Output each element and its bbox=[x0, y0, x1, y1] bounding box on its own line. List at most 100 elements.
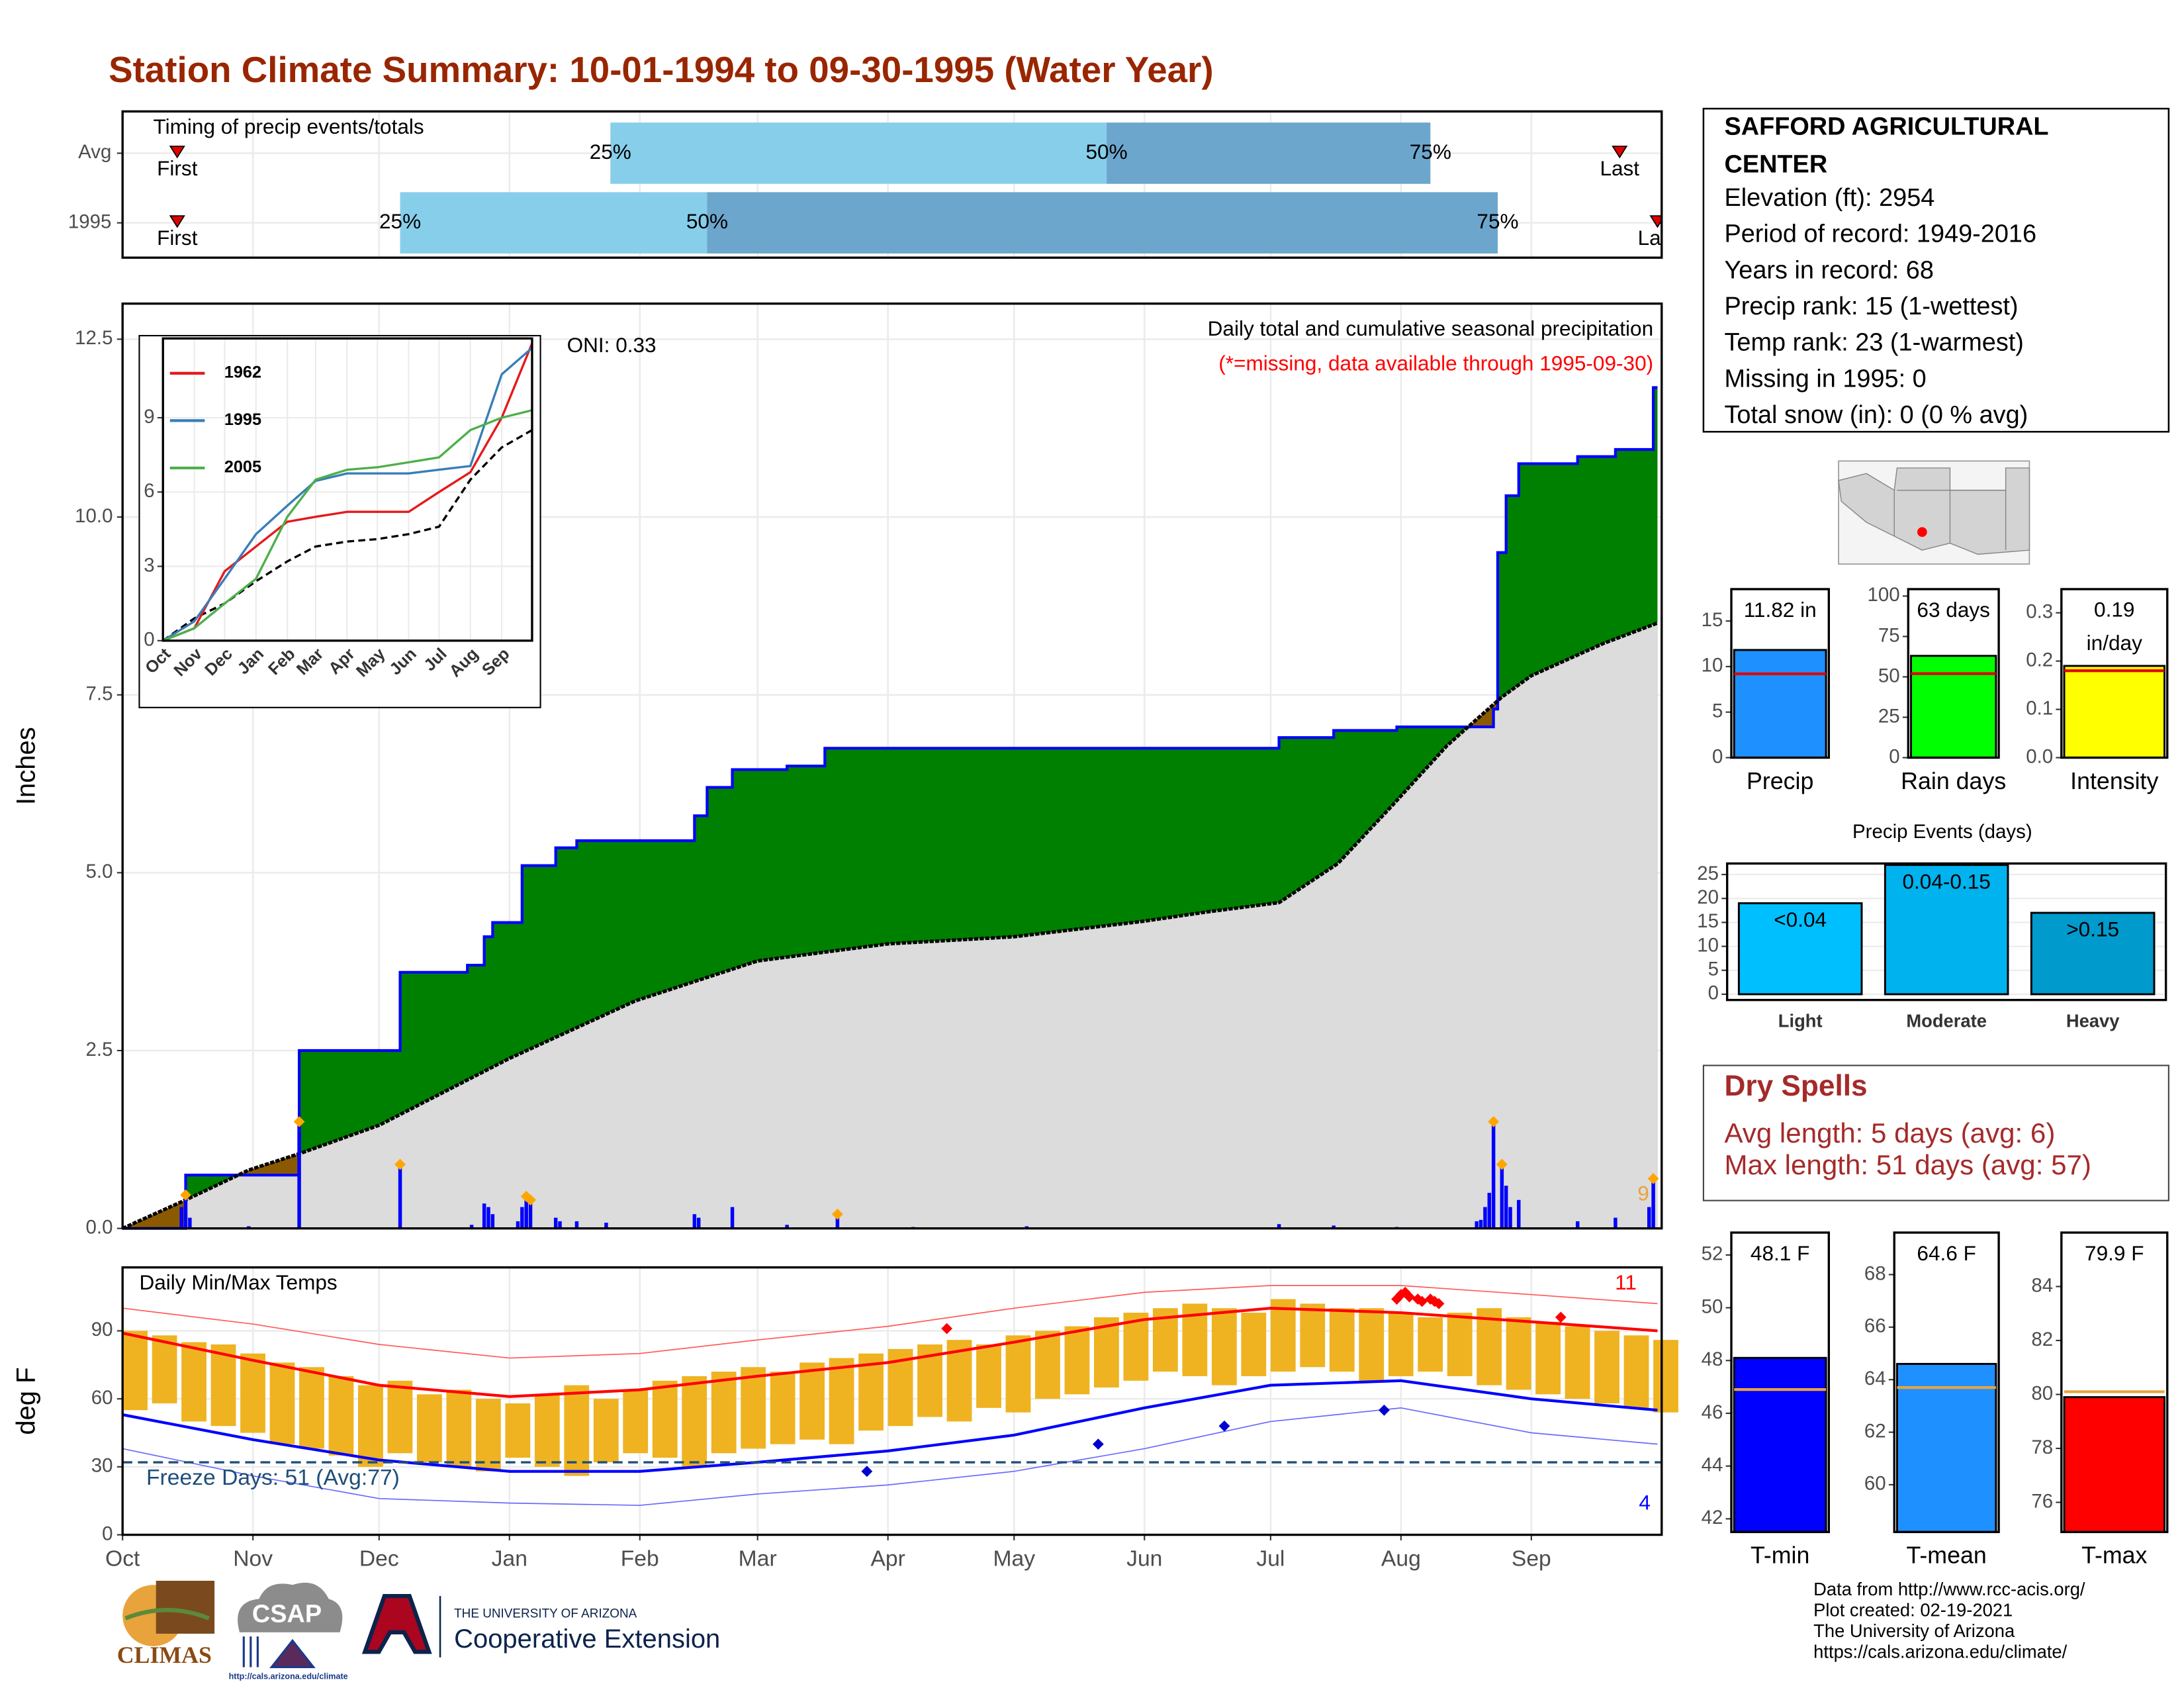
y-tick-label: 20 bbox=[1697, 886, 1719, 908]
daily-bar bbox=[469, 1225, 474, 1229]
percentile-label: 25% bbox=[379, 209, 421, 233]
temp-range-bar bbox=[446, 1389, 472, 1467]
y-tick-label: 25 bbox=[1878, 705, 1900, 727]
chart-title: Precip Events (days) bbox=[1852, 821, 2032, 843]
panel-border bbox=[1907, 588, 2000, 759]
info-line: Period of record: 1949-2016 bbox=[1724, 220, 2036, 248]
y-axis-title: deg F bbox=[12, 1367, 41, 1434]
daily-bar bbox=[1487, 1192, 1492, 1229]
info-line: Total snow (in): 0 (0 % avg) bbox=[1724, 401, 2028, 429]
y-tick-label: 62 bbox=[1864, 1420, 1886, 1442]
x-tick-label: Jan bbox=[492, 1546, 527, 1571]
y-tick-label: 46 bbox=[1702, 1401, 1723, 1423]
temp-range-bar bbox=[181, 1342, 206, 1422]
daily-bar bbox=[604, 1223, 608, 1229]
y-tick-label: 3 bbox=[144, 554, 154, 576]
panel-border bbox=[1730, 588, 1831, 759]
daily-bar bbox=[516, 1221, 520, 1229]
panel-border bbox=[121, 302, 1663, 1230]
chart-title: Daily Min/Max Temps bbox=[139, 1270, 337, 1294]
row-label: 1995 bbox=[68, 211, 112, 232]
info-line: Years in record: 68 bbox=[1724, 256, 1933, 284]
y-tick-label: 10.0 bbox=[75, 505, 113, 527]
y-tick-label: 10 bbox=[1702, 655, 1723, 677]
temp-range-bar bbox=[1241, 1313, 1267, 1376]
page-title: Station Climate Summary: 10-01-1994 to 0… bbox=[109, 49, 1213, 90]
freeze-label: Freeze Days: 51 (Avg:77) bbox=[146, 1466, 400, 1490]
panel-border bbox=[2060, 588, 2169, 759]
info-line: Precip rank: 15 (1-wettest) bbox=[1724, 293, 2018, 320]
station-info: SAFFORD AGRICULTURAL CENTER Elevation (f… bbox=[1702, 107, 2170, 433]
legend-label: 2005 bbox=[224, 458, 261, 477]
record-marker bbox=[1433, 1297, 1445, 1309]
daily-bar bbox=[179, 1207, 183, 1229]
y-tick-label: 5.0 bbox=[86, 861, 113, 882]
temp-range-bar bbox=[299, 1367, 324, 1449]
y-tick-label: 64 bbox=[1864, 1368, 1886, 1389]
y-tick-label: 0.0 bbox=[2026, 745, 2053, 767]
bar bbox=[1884, 864, 2009, 996]
range-upper bbox=[707, 192, 1498, 254]
y-tick-label: 42 bbox=[1702, 1507, 1723, 1528]
value-label: 63 days bbox=[1917, 598, 1990, 622]
y-tick-label: 30 bbox=[91, 1455, 113, 1477]
temp-range-bar bbox=[1506, 1317, 1531, 1390]
normal-max-line bbox=[122, 1307, 1658, 1398]
record-min-line bbox=[122, 1407, 1658, 1506]
x-tick-label: T-mean bbox=[1907, 1542, 1987, 1569]
panel-border bbox=[1893, 1231, 2000, 1534]
marker-label: First bbox=[157, 226, 198, 250]
temp-range-bar bbox=[122, 1331, 148, 1411]
bar bbox=[1737, 902, 1863, 996]
daily-bar bbox=[574, 1221, 579, 1229]
count-label: 9 bbox=[1637, 1182, 1649, 1205]
bar bbox=[2063, 665, 2166, 759]
logos: CLIMAS CSAP http://cals.arizona.edu/clim… bbox=[117, 1580, 720, 1681]
temp-range-bar bbox=[1035, 1331, 1060, 1399]
temp-range-bar bbox=[240, 1353, 265, 1433]
daily-bar bbox=[730, 1207, 735, 1229]
y-tick-label: 0 bbox=[1889, 745, 1899, 767]
daily-bar bbox=[520, 1207, 524, 1229]
y-tick-label: 52 bbox=[1702, 1243, 1723, 1265]
marker-label: First bbox=[157, 156, 198, 180]
range-lower bbox=[400, 192, 707, 254]
bar-label: <0.04 bbox=[1774, 908, 1827, 931]
series-line bbox=[162, 409, 533, 642]
x-tick-label: Apr bbox=[870, 1546, 905, 1571]
timing-marker bbox=[169, 146, 185, 159]
daily-bar bbox=[183, 1195, 188, 1229]
panel-border bbox=[1730, 1231, 1831, 1534]
value-label: 0.19 in/day bbox=[2087, 598, 2142, 655]
y-tick-label: 84 bbox=[2031, 1274, 2053, 1296]
temp-range-bar bbox=[1565, 1326, 1590, 1399]
daily-bar bbox=[1647, 1207, 1651, 1229]
dry-spells-line: Avg length: 5 days (avg: 6) bbox=[1724, 1117, 2055, 1149]
y-tick-label: 44 bbox=[1702, 1454, 1723, 1476]
series-line bbox=[162, 343, 533, 642]
footer-line: Data from http://www.rcc-acis.org/ bbox=[1813, 1579, 2085, 1599]
y-tick-label: 100 bbox=[1868, 584, 1900, 606]
temp-range-bar bbox=[1653, 1340, 1678, 1413]
chart-subtitle: (*=missing, data available through 1995-… bbox=[1218, 352, 1653, 375]
y-tick-label: 50 bbox=[1702, 1295, 1723, 1317]
x-tick-label: Moderate bbox=[1906, 1011, 1987, 1031]
x-tick-label: Intensity bbox=[2070, 768, 2158, 794]
y-tick-label: 0 bbox=[1708, 982, 1719, 1004]
chart-title: Daily total and cumulative seasonal prec… bbox=[1208, 316, 1653, 340]
bar bbox=[1910, 655, 1997, 759]
temp-range-bar bbox=[1064, 1326, 1090, 1395]
y-tick-label: 12.5 bbox=[75, 327, 113, 349]
dry-spells-title: Dry Spells bbox=[1724, 1070, 1867, 1102]
daily-bar bbox=[1651, 1178, 1655, 1229]
temp-range-bar bbox=[152, 1335, 177, 1404]
record-marker bbox=[1391, 1293, 1402, 1305]
legend-label: 1962 bbox=[224, 363, 261, 382]
y-tick-label: 68 bbox=[1864, 1262, 1886, 1284]
x-tick-label: Heavy bbox=[2066, 1011, 2120, 1031]
y-tick-label: 5 bbox=[1712, 700, 1723, 722]
y-tick-label: 0.3 bbox=[2026, 601, 2053, 623]
temp-range-bar bbox=[1300, 1303, 1326, 1368]
range-lower bbox=[610, 122, 1107, 184]
dry-spells-box bbox=[1702, 1064, 2169, 1201]
